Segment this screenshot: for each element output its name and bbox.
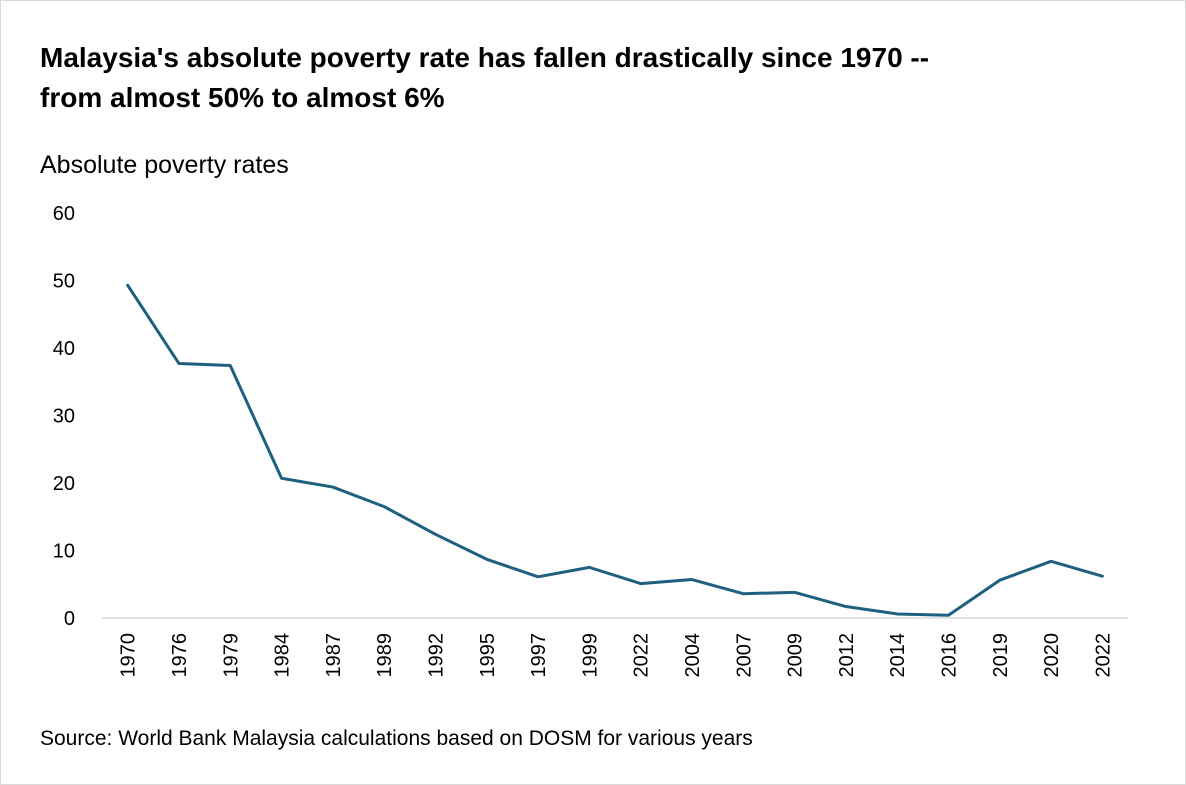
x-tick-label: 2022	[1092, 633, 1114, 678]
x-tick-label: 2014	[887, 633, 909, 678]
x-tick-label: 2016	[938, 633, 960, 678]
x-tick-label: 2012	[836, 633, 858, 678]
y-axis-ticks: 0 10 20 30 40 50 60	[53, 203, 75, 630]
x-tick-label: 1984	[272, 633, 294, 678]
x-tick-label: 2022	[631, 633, 653, 678]
x-tick-label: 1992	[425, 633, 447, 678]
x-tick-label: 1995	[477, 633, 499, 678]
x-tick-label: 1997	[528, 633, 550, 678]
x-tick-label: 2004	[682, 633, 704, 678]
y-tick-label: 20	[53, 473, 75, 495]
y-tick-label: 40	[53, 338, 75, 360]
chart-title-line-2: from almost 50% to almost 6%	[40, 82, 445, 113]
x-tick-label: 2007	[733, 633, 755, 678]
x-tick-label: 1999	[579, 633, 601, 678]
x-tick-label: 2019	[990, 633, 1012, 678]
source-note: Source: World Bank Malaysia calculations…	[40, 727, 753, 750]
x-tick-label: 2009	[785, 633, 807, 678]
y-tick-label: 0	[64, 608, 75, 630]
data-points	[127, 285, 1103, 616]
y-axis-label: Absolute poverty rates	[40, 151, 289, 179]
y-tick-label: 60	[53, 203, 75, 225]
y-tick-label: 30	[53, 406, 75, 428]
y-tick-label: 50	[53, 271, 75, 293]
chart-title-line-1: Malaysia's absolute poverty rate has fal…	[40, 42, 930, 73]
x-axis-ticks: 1970 1976 1979 1984 1987 1989 1992 1995 1997 1999…	[118, 633, 1115, 678]
x-tick-label: 1987	[323, 633, 345, 678]
x-tick-label: 1970	[118, 633, 140, 678]
x-tick-label: 1979	[220, 633, 242, 678]
series-line-poverty-rate	[126, 283, 1104, 617]
chart-title: Malaysia's absolute poverty rate has fal…	[40, 38, 1140, 118]
x-tick-label: 1976	[169, 633, 191, 678]
x-tick-label: 2020	[1041, 633, 1063, 678]
y-tick-label: 10	[53, 541, 75, 563]
x-tick-label: 1989	[374, 633, 396, 678]
